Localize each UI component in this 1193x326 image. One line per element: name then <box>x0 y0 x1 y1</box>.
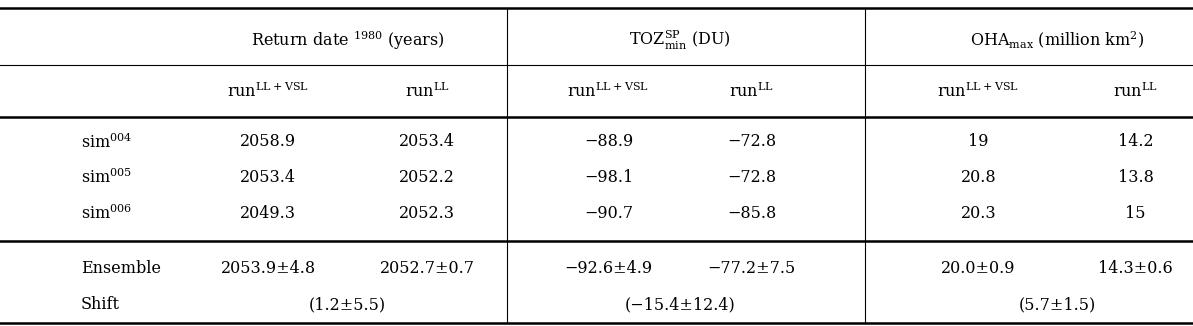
Text: Ensemble: Ensemble <box>81 260 161 277</box>
Text: 14.2: 14.2 <box>1118 133 1154 150</box>
Text: 20.8: 20.8 <box>960 169 996 186</box>
Text: sim$\mathregular{^{006}}$: sim$\mathregular{^{006}}$ <box>81 204 132 223</box>
Text: run$\mathregular{^{LL+VSL}}$: run$\mathregular{^{LL+VSL}}$ <box>568 82 649 101</box>
Text: −98.1: −98.1 <box>583 169 633 186</box>
Text: TOZ$\mathregular{^{SP}_{min}}$ (DU): TOZ$\mathregular{^{SP}_{min}}$ (DU) <box>629 29 731 52</box>
Text: 2052.3: 2052.3 <box>400 205 455 222</box>
Text: −72.8: −72.8 <box>727 133 777 150</box>
Text: 14.3±0.6: 14.3±0.6 <box>1099 260 1173 277</box>
Text: run$\mathregular{^{LL}}$: run$\mathregular{^{LL}}$ <box>1113 82 1158 101</box>
Text: 2052.7±0.7: 2052.7±0.7 <box>379 260 475 277</box>
Text: OHA$\mathregular{_{max}}$ (million km$\mathregular{^{2}}$): OHA$\mathregular{_{max}}$ (million km$\m… <box>970 30 1144 51</box>
Text: (1.2±5.5): (1.2±5.5) <box>309 296 387 313</box>
Text: 15: 15 <box>1125 205 1146 222</box>
Text: sim$\mathregular{^{004}}$: sim$\mathregular{^{004}}$ <box>81 132 132 152</box>
Text: 2058.9: 2058.9 <box>240 133 297 150</box>
Text: 2049.3: 2049.3 <box>241 205 296 222</box>
Text: Return date $\mathregular{^{1980}}$ (years): Return date $\mathregular{^{1980}}$ (yea… <box>251 29 445 52</box>
Text: run$\mathregular{^{LL+VSL}}$: run$\mathregular{^{LL+VSL}}$ <box>938 82 1019 101</box>
Text: −72.8: −72.8 <box>727 169 777 186</box>
Text: −88.9: −88.9 <box>583 133 633 150</box>
Text: −85.8: −85.8 <box>727 205 777 222</box>
Text: −77.2±7.5: −77.2±7.5 <box>707 260 796 277</box>
Text: 20.3: 20.3 <box>960 205 996 222</box>
Text: sim$\mathregular{^{005}}$: sim$\mathregular{^{005}}$ <box>81 168 132 187</box>
Text: 2053.4: 2053.4 <box>241 169 296 186</box>
Text: (5.7±1.5): (5.7±1.5) <box>1019 296 1095 313</box>
Text: run$\mathregular{^{LL}}$: run$\mathregular{^{LL}}$ <box>729 82 774 101</box>
Text: run$\mathregular{^{LL}}$: run$\mathregular{^{LL}}$ <box>404 82 450 101</box>
Text: 20.0±0.9: 20.0±0.9 <box>941 260 1015 277</box>
Text: 2053.4: 2053.4 <box>400 133 455 150</box>
Text: run$\mathregular{^{LL+VSL}}$: run$\mathregular{^{LL+VSL}}$ <box>228 82 309 101</box>
Text: 2053.9±4.8: 2053.9±4.8 <box>221 260 316 277</box>
Text: 2052.2: 2052.2 <box>400 169 455 186</box>
Text: 19: 19 <box>968 133 989 150</box>
Text: Shift: Shift <box>81 296 120 313</box>
Text: (−15.4±12.4): (−15.4±12.4) <box>625 296 735 313</box>
Text: −92.6±4.9: −92.6±4.9 <box>564 260 653 277</box>
Text: 13.8: 13.8 <box>1118 169 1154 186</box>
Text: −90.7: −90.7 <box>583 205 633 222</box>
